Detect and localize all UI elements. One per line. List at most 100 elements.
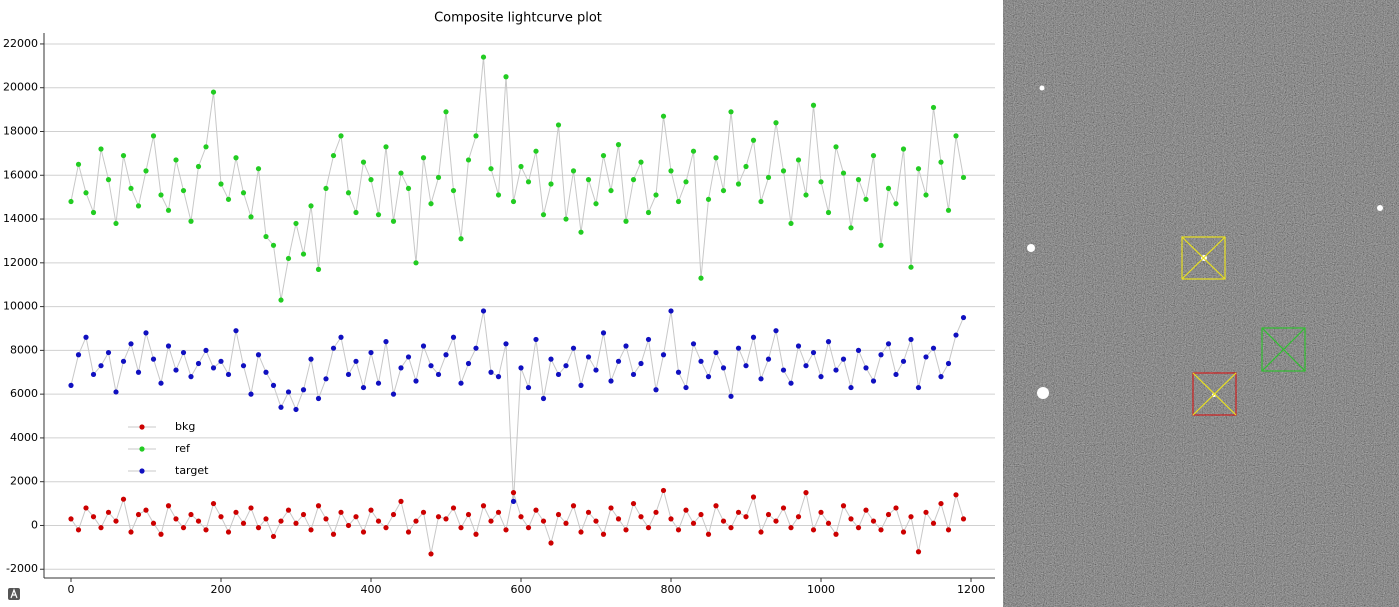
data-point [780, 168, 787, 174]
data-point [240, 363, 247, 369]
data-point [323, 185, 329, 192]
data-point [773, 328, 779, 334]
y-tick-label: -2000 [6, 562, 38, 575]
data-point [743, 363, 749, 369]
data-point [833, 144, 839, 150]
data-point [263, 233, 269, 240]
data-point [525, 384, 532, 391]
data-point [675, 369, 682, 375]
data-point [675, 198, 682, 205]
data-point [833, 367, 839, 373]
data-point [383, 144, 389, 150]
target-aperture[interactable] [1181, 236, 1226, 280]
bkg-aperture[interactable] [1192, 372, 1237, 416]
data-point [840, 356, 847, 362]
data-point [810, 102, 817, 108]
data-point [930, 520, 937, 526]
data-point [368, 177, 374, 183]
data-point [368, 349, 374, 356]
data-point [840, 170, 847, 176]
data-point [848, 384, 854, 391]
data-point [960, 314, 967, 321]
data-point [840, 503, 847, 509]
data-point [630, 371, 637, 378]
data-point [450, 187, 457, 194]
data-point [900, 146, 907, 152]
data-point [398, 498, 404, 504]
data-point [383, 525, 389, 531]
data-point [480, 54, 487, 60]
data-point [780, 505, 787, 511]
data-point [390, 218, 397, 224]
data-point [270, 242, 277, 248]
data-point [180, 187, 187, 194]
data-point [825, 520, 832, 526]
data-point [638, 159, 644, 165]
data-point [863, 196, 869, 202]
data-point [548, 540, 554, 546]
x-tick-label: 0 [68, 583, 75, 596]
apertures [1181, 236, 1306, 416]
data-point [75, 527, 82, 533]
data-point [248, 505, 254, 511]
data-point [885, 511, 892, 518]
data-point [285, 389, 292, 395]
data-point [383, 339, 389, 345]
data-point [473, 133, 479, 139]
image-view [1003, 0, 1399, 607]
data-point [443, 109, 449, 115]
data-point [615, 142, 622, 148]
data-point [653, 192, 659, 198]
data-point [555, 511, 562, 518]
data-point [90, 209, 97, 216]
data-point [848, 516, 854, 522]
data-point [285, 507, 292, 513]
series-line [70, 57, 964, 301]
data-point [600, 152, 607, 159]
data-point [458, 380, 464, 386]
data-point [375, 212, 382, 218]
data-point [98, 525, 104, 531]
data-point [413, 378, 419, 384]
data-point [428, 363, 434, 369]
data-point [360, 529, 367, 535]
data-point [75, 352, 82, 358]
data-point [675, 527, 682, 533]
data-point [135, 511, 142, 518]
data-point [300, 251, 307, 257]
x-tick-label: 600 [511, 583, 532, 596]
ref-aperture[interactable] [1261, 327, 1306, 372]
data-point [188, 511, 194, 518]
data-point [195, 163, 202, 170]
data-point [68, 516, 74, 522]
data-point [165, 503, 172, 509]
data-point [803, 192, 809, 198]
data-point [503, 527, 509, 533]
bkg-aperture-cross [1192, 372, 1237, 416]
data-point [758, 529, 764, 535]
data-point [540, 212, 547, 218]
data-point [128, 341, 134, 347]
data-point [308, 527, 314, 533]
data-point [188, 374, 194, 380]
data-point [705, 196, 712, 202]
data-point [353, 209, 359, 216]
data-point [848, 225, 854, 231]
data-point [225, 371, 232, 378]
data-point [315, 266, 322, 272]
data-point [795, 157, 802, 163]
data-point [510, 498, 517, 504]
data-point [353, 358, 359, 364]
data-point [758, 198, 764, 205]
data-point [68, 382, 74, 388]
data-point [255, 166, 262, 172]
data-point [923, 354, 929, 360]
data-point [743, 163, 749, 170]
data-point [593, 518, 599, 524]
data-point [893, 505, 899, 511]
data-point [338, 133, 344, 139]
data-point [488, 166, 494, 172]
legend-marker [139, 446, 145, 452]
data-point [923, 509, 929, 515]
